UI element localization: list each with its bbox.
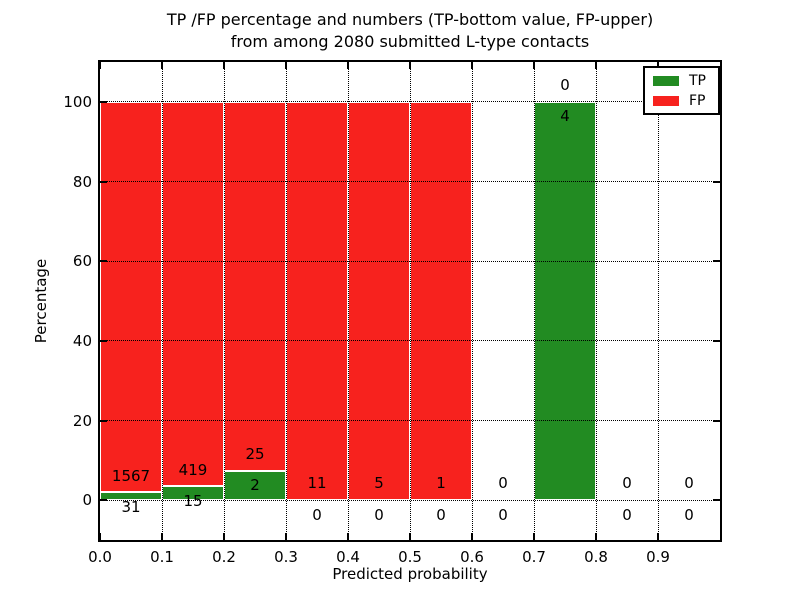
x-tick-mark-bottom <box>595 533 597 540</box>
bar-segment-fp <box>410 101 472 501</box>
y-tick-mark-right <box>713 499 720 502</box>
bar-segment-fp <box>224 101 286 471</box>
y-tick-mark-left <box>100 180 107 183</box>
fp-count-label: 0 <box>622 474 632 493</box>
x-tick-mark-top <box>595 62 597 69</box>
tp-legend-label: TP <box>689 73 706 89</box>
chart-title-line2: from among 2080 submitted L-type contact… <box>230 32 590 51</box>
plot-area: 1567 31 419 15 25 2 11 0 5 0 1 0 0 0 0 4 0 0 0 0 <box>98 60 722 542</box>
tp-count-label: 4 <box>560 107 570 126</box>
tp-count-label: 0 <box>622 505 632 524</box>
tp-count-label: 0 <box>436 505 446 524</box>
tp-count-label: 31 <box>121 497 141 516</box>
tp-legend-swatch <box>653 76 679 86</box>
y-tick-label: 20 <box>72 411 92 430</box>
y-tick-mark-right <box>713 180 720 183</box>
x-tick-label: 0.9 <box>646 548 670 566</box>
x-tick-mark-top <box>99 62 101 69</box>
y-tick-label: 100 <box>63 92 92 111</box>
fp-count-label: 11 <box>307 474 327 493</box>
y-tick-mark-right <box>713 260 720 263</box>
x-tick-label: 0.3 <box>274 548 298 566</box>
tp-count-label: 0 <box>498 505 508 524</box>
x-tick-mark-top <box>347 62 349 69</box>
x-tick-label: 0.4 <box>336 548 360 566</box>
x-tick-label: 0.0 <box>88 548 112 566</box>
x-tick-mark-bottom <box>285 533 287 540</box>
x-tick-label: 0.8 <box>584 548 608 566</box>
x-tick-mark-top <box>657 62 659 69</box>
x-tick-mark-bottom <box>471 533 473 540</box>
gridline-v <box>347 62 349 540</box>
tp-count-label: 0 <box>374 505 384 524</box>
fp-count-label: 0 <box>498 474 508 493</box>
x-tick-mark-bottom <box>161 533 163 540</box>
y-tick-mark-right <box>713 419 720 422</box>
x-tick-mark-top <box>285 62 287 69</box>
fp-count-label: 0 <box>684 474 694 493</box>
tp-count-label: 0 <box>684 505 694 524</box>
x-tick-mark-bottom <box>533 533 535 540</box>
x-tick-label: 0.5 <box>398 548 422 566</box>
y-tick-label: 80 <box>72 172 92 191</box>
chart-title-line1: TP /FP percentage and numbers (TP-bottom… <box>166 10 654 29</box>
y-tick-mark-left <box>100 499 107 502</box>
x-tick-mark-bottom <box>347 533 349 540</box>
x-tick-mark-top <box>471 62 473 69</box>
x-axis-title: Predicted probability <box>332 565 488 583</box>
bar-segment-fp <box>286 101 348 501</box>
y-tick-mark-left <box>100 100 107 103</box>
bar-segment-tp <box>534 101 596 501</box>
gridline-v <box>285 62 287 540</box>
fp-count-label: 1 <box>436 474 446 493</box>
fp-legend-swatch <box>653 96 679 106</box>
grid-layer <box>100 62 720 540</box>
gridline-v <box>409 62 411 540</box>
x-tick-label: 0.7 <box>522 548 546 566</box>
tp-count-label: 0 <box>312 505 322 524</box>
y-tick-label: 0 <box>82 491 92 510</box>
legend-row-fp: FP <box>645 91 718 111</box>
y-tick-label: 60 <box>72 252 92 271</box>
legend-row-tp: TP <box>645 71 718 91</box>
x-tick-mark-top <box>161 62 163 69</box>
bar-segment-fp <box>348 101 410 501</box>
fp-legend-label: FP <box>689 93 706 109</box>
x-tick-label: 0.2 <box>212 548 236 566</box>
x-tick-mark-bottom <box>657 533 659 540</box>
x-tick-mark-bottom <box>223 533 225 540</box>
gridline-v <box>595 62 597 540</box>
gridline-v <box>223 62 225 540</box>
fp-count-label: 419 <box>178 460 208 479</box>
fp-count-label: 0 <box>560 76 570 95</box>
legend: TP FP <box>643 66 720 115</box>
gridline-v <box>533 62 535 540</box>
x-tick-mark-bottom <box>99 533 101 540</box>
x-tick-label: 0.1 <box>150 548 174 566</box>
tp-count-label: 15 <box>183 491 203 510</box>
bar-labels-layer: 1567 31 419 15 25 2 11 0 5 0 1 0 0 0 0 4 0 0 0 0 <box>100 62 720 540</box>
y-axis-title: Percentage <box>32 258 50 344</box>
x-tick-mark-top <box>533 62 535 69</box>
tp-count-label: 2 <box>250 475 260 494</box>
y-tick-mark-left <box>100 339 107 342</box>
gridline-v <box>161 62 163 540</box>
y-tick-mark-left <box>100 260 107 263</box>
bar-segment-tp <box>224 470 286 501</box>
gridline-v <box>657 62 659 540</box>
x-tick-mark-top <box>409 62 411 69</box>
y-tick-mark-left <box>100 419 107 422</box>
x-tick-mark-bottom <box>409 533 411 540</box>
x-tick-mark-top <box>223 62 225 69</box>
fp-count-label: 5 <box>374 474 384 493</box>
y-tick-mark-right <box>713 339 720 342</box>
chart-title: TP /FP percentage and numbers (TP-bottom… <box>10 9 800 53</box>
y-tick-label: 40 <box>72 331 92 350</box>
gridline-v <box>471 62 473 540</box>
fp-count-label: 1567 <box>111 466 151 485</box>
fp-count-label: 25 <box>245 444 265 463</box>
x-tick-label: 0.6 <box>460 548 484 566</box>
ticks-layer <box>99 62 720 540</box>
